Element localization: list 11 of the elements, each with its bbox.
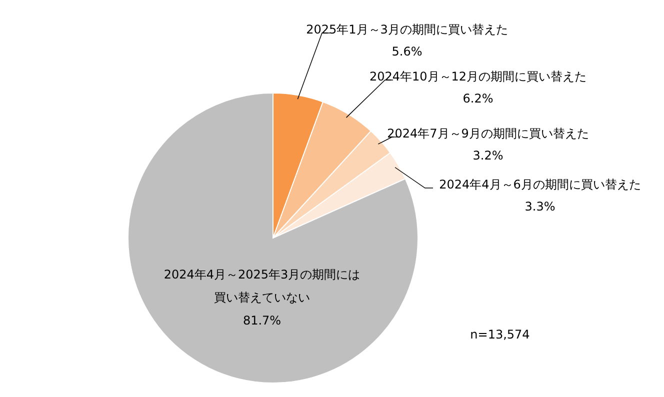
data-label: 5.6% — [392, 44, 422, 58]
slice-label: 2025年1月～3月の期間に買い替えた — [306, 22, 508, 36]
data-label: 3.3% — [524, 199, 556, 214]
data-label: 81.7% — [242, 313, 282, 328]
data-label: 6.2% — [462, 91, 494, 106]
slice-label: 2024年10月～12月の期間に買い替えた — [369, 69, 587, 84]
slice-label: 2024年4月～6月の期間に買い替えた — [439, 177, 641, 192]
text: n=13,574 — [470, 327, 530, 342]
data-label: 3.2% — [472, 148, 504, 162]
slice-label: 2024年4月～2025年3月の期間には買い替えていない — [164, 267, 360, 304]
slice-label: 2024年7月～9月の期間に買い替えた — [387, 126, 589, 140]
